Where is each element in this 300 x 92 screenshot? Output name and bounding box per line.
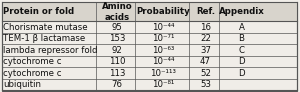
- Text: A: A: [238, 23, 244, 32]
- Text: C: C: [238, 46, 244, 55]
- Text: 37: 37: [200, 46, 211, 55]
- FancyBboxPatch shape: [2, 2, 297, 21]
- Text: 76: 76: [112, 80, 122, 89]
- Text: Protein or fold: Protein or fold: [3, 7, 74, 16]
- Text: D: D: [238, 57, 245, 66]
- FancyBboxPatch shape: [2, 3, 297, 91]
- Text: Appendix: Appendix: [219, 7, 264, 16]
- Text: 110: 110: [109, 57, 125, 66]
- Text: 52: 52: [200, 69, 211, 77]
- Text: Ref.: Ref.: [196, 7, 215, 16]
- Text: 113: 113: [109, 69, 125, 77]
- Text: 10⁻¹¹³: 10⁻¹¹³: [151, 69, 176, 77]
- Text: TEM-1 β lactamase: TEM-1 β lactamase: [3, 34, 85, 43]
- Text: 92: 92: [112, 46, 122, 55]
- Text: 95: 95: [112, 23, 122, 32]
- Text: 16: 16: [200, 23, 211, 32]
- Text: 153: 153: [109, 34, 125, 43]
- Text: 10⁻⁸¹: 10⁻⁸¹: [152, 80, 175, 89]
- Text: lambda repressor fold: lambda repressor fold: [3, 46, 98, 55]
- Text: cytochrome c: cytochrome c: [3, 69, 61, 77]
- Text: Amino
acids: Amino acids: [102, 2, 132, 22]
- Text: D: D: [238, 69, 245, 77]
- Text: 47: 47: [200, 57, 211, 66]
- Text: 53: 53: [200, 80, 211, 89]
- Text: ubiquitin: ubiquitin: [3, 80, 41, 89]
- Text: 10⁻⁷¹: 10⁻⁷¹: [152, 34, 175, 43]
- Text: Chorismate mutase: Chorismate mutase: [3, 23, 88, 32]
- Text: Probability: Probability: [136, 7, 190, 16]
- Text: 10⁻⁴⁴: 10⁻⁴⁴: [152, 23, 175, 32]
- Text: 10⁻⁴⁴: 10⁻⁴⁴: [152, 57, 175, 66]
- Text: 22: 22: [200, 34, 211, 43]
- Text: B: B: [238, 34, 244, 43]
- Text: cytochrome c: cytochrome c: [3, 57, 61, 66]
- Text: 10⁻⁶³: 10⁻⁶³: [152, 46, 175, 55]
